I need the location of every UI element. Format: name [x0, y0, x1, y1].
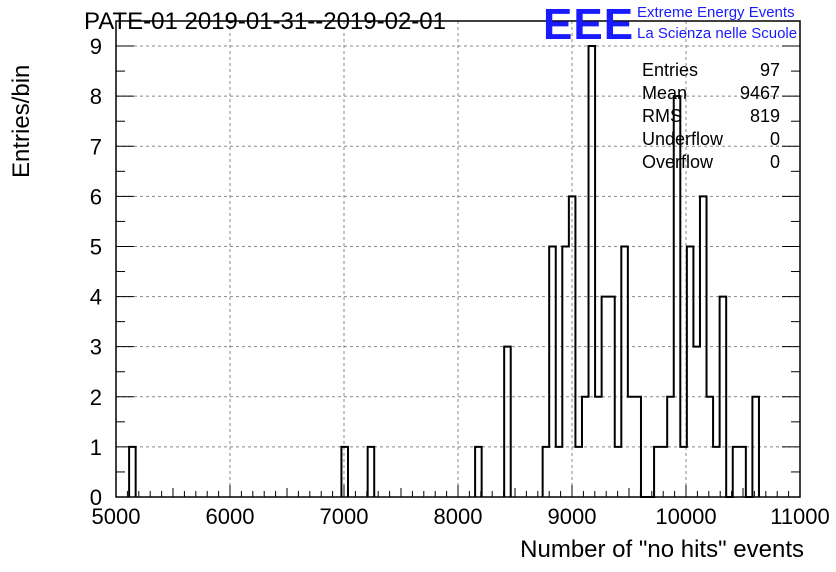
y-tick-label: 2 [90, 385, 102, 410]
logo-line-1: Extreme Energy Events [637, 4, 795, 21]
y-tick-label: 5 [90, 234, 102, 259]
y-tick-label: 0 [90, 485, 102, 510]
y-tick-label: 7 [90, 134, 102, 159]
histogram-bin [575, 447, 582, 497]
chart-title: PATE-01 2019-01-31--2019-02-01 [84, 8, 446, 35]
stats-box: Entries 97 Mean 9467 RMS 819 Underflow 0… [640, 60, 780, 175]
stats-value: 819 [749, 106, 780, 126]
histogram-bin [713, 447, 720, 497]
stats-value: 0 [769, 152, 780, 172]
stats-value: 0 [769, 129, 780, 149]
histogram-bin [693, 347, 700, 497]
histogram-bin [615, 447, 622, 497]
histogram-bin [661, 447, 668, 497]
y-tick-label: 1 [90, 435, 102, 460]
y-tick-label: 6 [90, 184, 102, 209]
stats-key: Underflow [642, 129, 724, 149]
x-tick-label: 9000 [548, 504, 597, 529]
stats-row-entries: Entries 97 [640, 60, 780, 83]
stats-row-rms: RMS 819 [640, 106, 780, 129]
stats-key: Overflow [642, 152, 714, 172]
stats-row-underflow: Underflow 0 [640, 129, 780, 152]
x-tick-label: 11000 [770, 504, 830, 529]
y-tick-label: 8 [90, 84, 102, 109]
x-tick-label: 8000 [434, 504, 483, 529]
x-axis-ticks: 5000 6000 7000 8000 9000 10000 11000 [92, 485, 830, 529]
x-axis-label: Number of "no hits" events [520, 536, 804, 563]
x-tick-label: 6000 [206, 504, 255, 529]
stats-row-mean: Mean 9467 [640, 83, 780, 106]
stats-row-overflow: Overflow 0 [640, 152, 780, 175]
stats-key: Entries [642, 60, 699, 80]
y-axis-ticks: 0 1 2 3 4 5 6 7 8 9 [90, 34, 800, 510]
histogram-bin [556, 447, 563, 497]
stats-key: RMS [642, 106, 682, 126]
x-tick-label: 5000 [92, 504, 141, 529]
x-tick-label: 7000 [320, 504, 369, 529]
y-axis-label: Entries/bin [8, 64, 35, 178]
x-tick-label: 10000 [655, 504, 716, 529]
stats-value: 9467 [739, 83, 780, 103]
y-tick-label: 3 [90, 335, 102, 360]
y-tick-label: 9 [90, 34, 102, 59]
stats-key: Mean [642, 83, 688, 103]
stats-value: 97 [759, 60, 780, 80]
y-tick-label: 4 [90, 285, 102, 310]
logo-line-2: La Scienza nelle Scuole [637, 25, 798, 42]
eee-logo: EEE [543, 0, 635, 49]
